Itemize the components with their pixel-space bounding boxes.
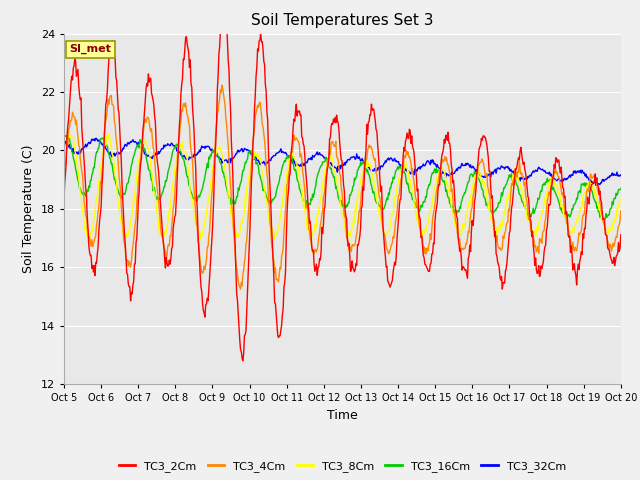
Legend: TC3_2Cm, TC3_4Cm, TC3_8Cm, TC3_16Cm, TC3_32Cm: TC3_2Cm, TC3_4Cm, TC3_8Cm, TC3_16Cm, TC3… bbox=[115, 457, 570, 477]
Text: SI_met: SI_met bbox=[70, 44, 111, 54]
Title: Soil Temperatures Set 3: Soil Temperatures Set 3 bbox=[251, 13, 434, 28]
X-axis label: Time: Time bbox=[327, 408, 358, 421]
Y-axis label: Soil Temperature (C): Soil Temperature (C) bbox=[22, 144, 35, 273]
